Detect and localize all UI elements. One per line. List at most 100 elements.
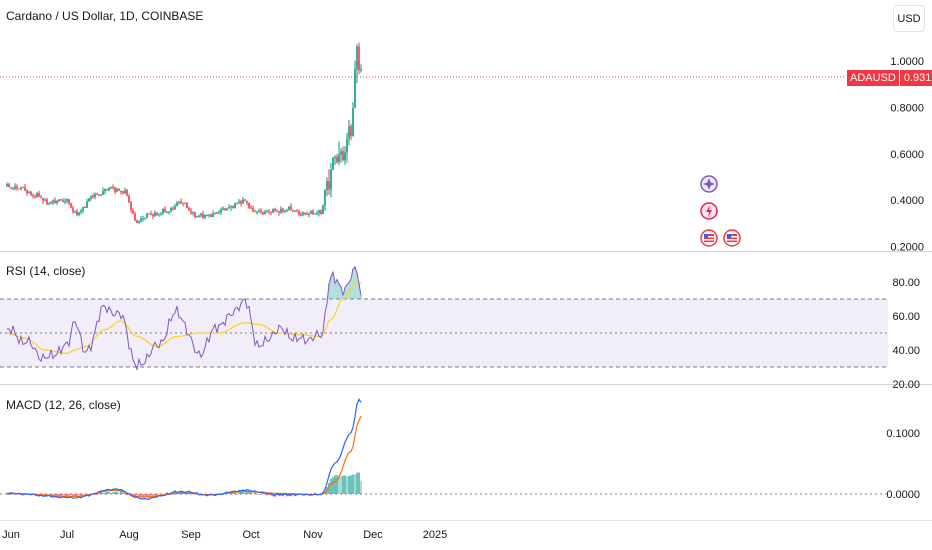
- price-tag: ADAUSD 0.9312: [847, 70, 932, 86]
- macd-histogram-bar: [62, 494, 64, 496]
- candle-body: [358, 46, 360, 71]
- macd-histogram-bar: [244, 492, 246, 494]
- macd-histogram-bar: [148, 494, 150, 498]
- macd-histogram-bar: [108, 492, 110, 494]
- candle-body: [120, 190, 122, 192]
- rsi-title: RSI (14, close): [6, 264, 86, 278]
- candle-body: [118, 189, 120, 191]
- macd-histogram-bar: [80, 494, 82, 497]
- candle-body: [64, 201, 66, 203]
- macd-histogram-bar: [74, 494, 76, 497]
- candle-body: [226, 208, 228, 211]
- currency-button[interactable]: USD: [893, 5, 925, 32]
- candle-body: [126, 190, 128, 196]
- candle-body: [134, 213, 136, 221]
- macd-histogram-bar: [100, 492, 102, 494]
- candle-body: [62, 200, 64, 203]
- macd-histogram-bar: [188, 490, 190, 494]
- candle-body: [124, 190, 126, 194]
- candle-body: [262, 212, 264, 215]
- candle-body: [172, 208, 174, 210]
- macd-histogram-bar: [248, 491, 250, 494]
- macd-histogram-bar: [146, 494, 148, 498]
- us-flag-canton: [704, 234, 708, 238]
- candle-body: [180, 201, 182, 204]
- macd-histogram-bar: [262, 493, 264, 494]
- candle-body: [194, 212, 196, 218]
- candle-body: [252, 207, 254, 211]
- candle-body: [88, 198, 90, 202]
- macd-histogram-bar: [238, 492, 240, 494]
- macd-histogram-bar: [232, 492, 234, 494]
- candle-body: [162, 209, 164, 214]
- candle-body: [214, 212, 216, 214]
- macd-histogram-bar: [186, 491, 188, 494]
- candle-body: [232, 206, 234, 209]
- macd-histogram-bar: [140, 494, 142, 498]
- rsi-axis-label: 40.00: [892, 345, 920, 357]
- rsi-axis-label: 20.00: [892, 379, 920, 391]
- us-flag-stripe-white: [704, 236, 714, 238]
- candle-body: [130, 202, 132, 211]
- macd-histogram-bar: [178, 491, 180, 494]
- macd-histogram-bar: [102, 492, 104, 494]
- candle-body: [270, 211, 272, 213]
- candle-body: [334, 156, 336, 158]
- lightning-event-icon: [700, 202, 718, 220]
- macd-histogram-bar: [48, 493, 50, 495]
- candle-body: [56, 201, 58, 203]
- candle-body: [72, 207, 74, 212]
- candle-body: [86, 201, 88, 208]
- time-axis-label: Nov: [303, 529, 323, 541]
- candle-body: [330, 169, 332, 190]
- candle-body: [152, 214, 154, 217]
- us-flag-event-icon: [723, 229, 741, 247]
- macd-histogram-bar: [136, 494, 138, 496]
- macd-histogram-bar: [340, 476, 342, 494]
- candle-body: [316, 213, 318, 215]
- candle-body: [192, 212, 194, 214]
- candle-body: [310, 210, 312, 214]
- candle-body: [48, 203, 50, 205]
- candle-body: [150, 213, 152, 215]
- candle-body: [260, 210, 262, 213]
- macd-histogram-bar: [174, 490, 176, 494]
- candle-body: [354, 69, 356, 108]
- candle-body: [318, 210, 320, 214]
- candle-body: [68, 199, 70, 204]
- macd-histogram-bar: [142, 494, 144, 497]
- candle-body: [228, 207, 230, 209]
- candle-body: [314, 213, 316, 215]
- macd-histogram-bar: [84, 494, 86, 495]
- candle-body: [20, 187, 22, 190]
- candle-body: [360, 69, 362, 71]
- lightning-event-icon-glyph: [706, 205, 712, 217]
- candle-body: [296, 210, 298, 212]
- macd-title: MACD (12, 26, close): [6, 398, 121, 412]
- macd-histogram-bar: [76, 494, 78, 497]
- macd-histogram-bar: [180, 490, 182, 494]
- price-tag-value: 0.9312: [899, 70, 932, 86]
- candle-body: [280, 208, 282, 213]
- star-event-icon: [700, 175, 718, 193]
- macd-histogram-bar: [60, 494, 62, 497]
- macd-histogram-bar: [66, 494, 68, 497]
- candle-body: [94, 194, 96, 198]
- candle-body: [348, 126, 350, 139]
- macd-histogram-bar: [360, 480, 362, 494]
- macd-histogram-bar: [236, 494, 238, 495]
- macd-histogram-bar: [52, 494, 54, 496]
- candle-body: [52, 200, 54, 203]
- macd-histogram-bar: [104, 492, 106, 494]
- macd-histogram-bar: [348, 475, 350, 494]
- candle-body: [208, 214, 210, 216]
- time-axis-label: Dec: [363, 529, 383, 541]
- candle-body: [352, 107, 354, 137]
- candle-body: [340, 151, 342, 155]
- macd-histogram-bar: [246, 490, 248, 494]
- candle-body: [298, 211, 300, 215]
- macd-histogram-bar: [116, 491, 118, 494]
- candle-body: [140, 218, 142, 222]
- macd-histogram-bar: [46, 494, 48, 496]
